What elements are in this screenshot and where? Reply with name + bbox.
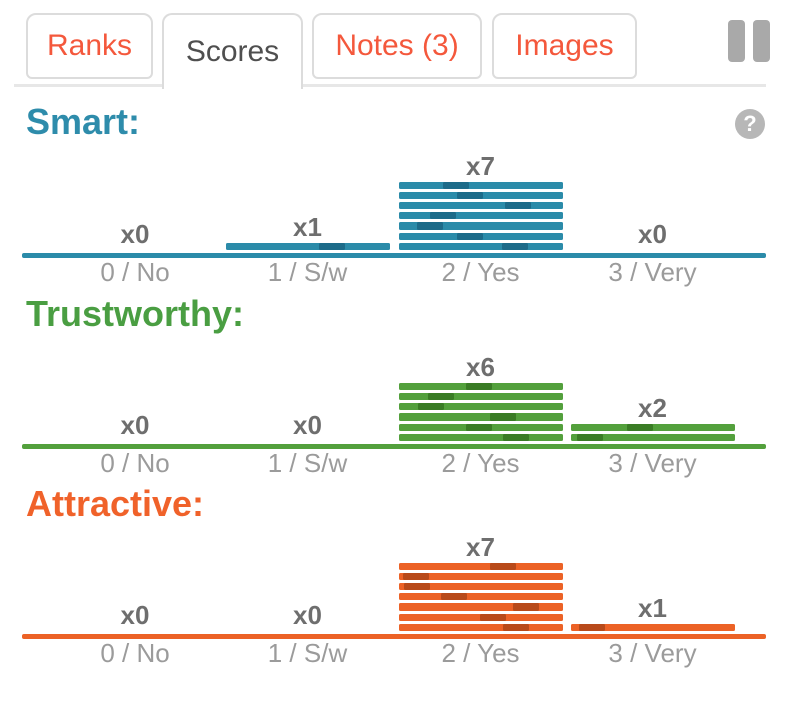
- vote-stripe-mark: [479, 613, 506, 621]
- category-label: 1 / S/w: [267, 257, 348, 287]
- count-label: x6: [466, 351, 495, 382]
- category-label: 1 / S/w: [267, 638, 348, 668]
- vote-stripe-mark: [489, 562, 516, 570]
- vote-stripe: [398, 393, 563, 401]
- category-label: 1 / S/w: [267, 448, 348, 478]
- section-title-attractive: Attractive:: [26, 483, 205, 524]
- count-label: x7: [466, 150, 495, 181]
- vote-stripe-mark: [417, 222, 444, 230]
- vote-stripe: [398, 562, 563, 570]
- vote-stripe: [398, 181, 563, 189]
- vote-stripe: [398, 433, 563, 441]
- vote-stripe-mark: [441, 593, 468, 601]
- category-label: 3 / Very: [608, 257, 697, 287]
- section-title-trustworthy: Trustworthy:: [26, 293, 245, 334]
- count-label: x2: [638, 392, 667, 423]
- count-label: x0: [293, 600, 322, 630]
- vote-stripe-mark: [429, 212, 456, 220]
- count-label: x1: [293, 211, 322, 242]
- vote-stripe-mark: [627, 423, 654, 431]
- vote-stripe: [398, 603, 563, 611]
- vote-stripe-mark: [489, 413, 516, 421]
- pause-icon: [753, 20, 770, 62]
- axis-line-smart: [22, 253, 766, 258]
- vote-stripe: [398, 222, 563, 230]
- pause-icon: [728, 20, 745, 62]
- category-label: 0 / No: [100, 638, 170, 668]
- vote-stripe-mark: [418, 403, 445, 411]
- tab-images[interactable]: Images: [492, 13, 637, 79]
- vote-stripe: [398, 623, 563, 631]
- vote-stripe-mark: [318, 242, 345, 250]
- tab-scores[interactable]: Scores: [162, 13, 303, 89]
- count-label: x0: [293, 410, 322, 440]
- vote-stripe-mark: [456, 191, 483, 199]
- category-label: 3 / Very: [608, 638, 697, 668]
- vote-stripe-mark: [465, 423, 492, 431]
- axis-line-trustworthy: [22, 444, 766, 449]
- vote-stripe: [570, 623, 735, 631]
- category-label: 0 / No: [100, 448, 170, 478]
- vote-stripe-mark: [428, 393, 455, 401]
- tab-scores-label: Scores: [185, 35, 280, 68]
- vote-stripe: [398, 593, 563, 601]
- vote-stripe: [398, 212, 563, 220]
- vote-stripe: [570, 433, 735, 441]
- category-label: 2 / Yes: [441, 638, 520, 668]
- vote-stripe-mark: [502, 433, 529, 441]
- count-label: x0: [120, 410, 150, 440]
- vote-stripe: [398, 403, 563, 411]
- tab-notes-label: Notes (3): [335, 29, 459, 62]
- vote-stripe-mark: [503, 623, 530, 631]
- vote-stripe-mark: [577, 433, 604, 441]
- count-label: x1: [638, 592, 667, 623]
- tab-ranks-label: Ranks: [46, 29, 133, 62]
- category-label: 3 / Very: [608, 448, 697, 478]
- section-title-smart: Smart:: [26, 101, 141, 142]
- vote-stripe: [225, 242, 390, 250]
- vote-stripe-mark: [403, 572, 430, 580]
- category-label: 2 / Yes: [441, 448, 520, 478]
- count-label: x0: [638, 219, 667, 249]
- count-label: x0: [120, 219, 150, 249]
- vote-stripe-mark: [404, 583, 431, 591]
- vote-stripe-mark: [513, 603, 540, 611]
- tab-images-label: Images: [515, 29, 614, 62]
- axis-line-attractive: [22, 634, 766, 639]
- vote-stripe-mark: [505, 202, 532, 210]
- vote-stripe-mark: [456, 232, 483, 240]
- vote-stripe-mark: [442, 181, 469, 189]
- help-icon[interactable]: ?: [735, 109, 765, 139]
- tab-notes[interactable]: Notes (3): [312, 13, 482, 79]
- tab-ranks[interactable]: Ranks: [26, 13, 153, 79]
- vote-stripe: [398, 583, 563, 591]
- vote-stripe-mark: [501, 242, 528, 250]
- vote-stripe: [398, 242, 563, 250]
- tabbar-divider: [14, 84, 766, 87]
- count-label: x0: [120, 600, 150, 630]
- pause-button[interactable]: [728, 20, 770, 62]
- vote-stripe-mark: [465, 382, 492, 390]
- vote-stripe: [398, 572, 563, 580]
- count-label: x7: [466, 531, 495, 562]
- vote-stripe: [398, 413, 563, 421]
- vote-stripe-mark: [578, 623, 605, 631]
- vote-stripe: [398, 202, 563, 210]
- category-label: 0 / No: [100, 257, 170, 287]
- category-label: 2 / Yes: [441, 257, 520, 287]
